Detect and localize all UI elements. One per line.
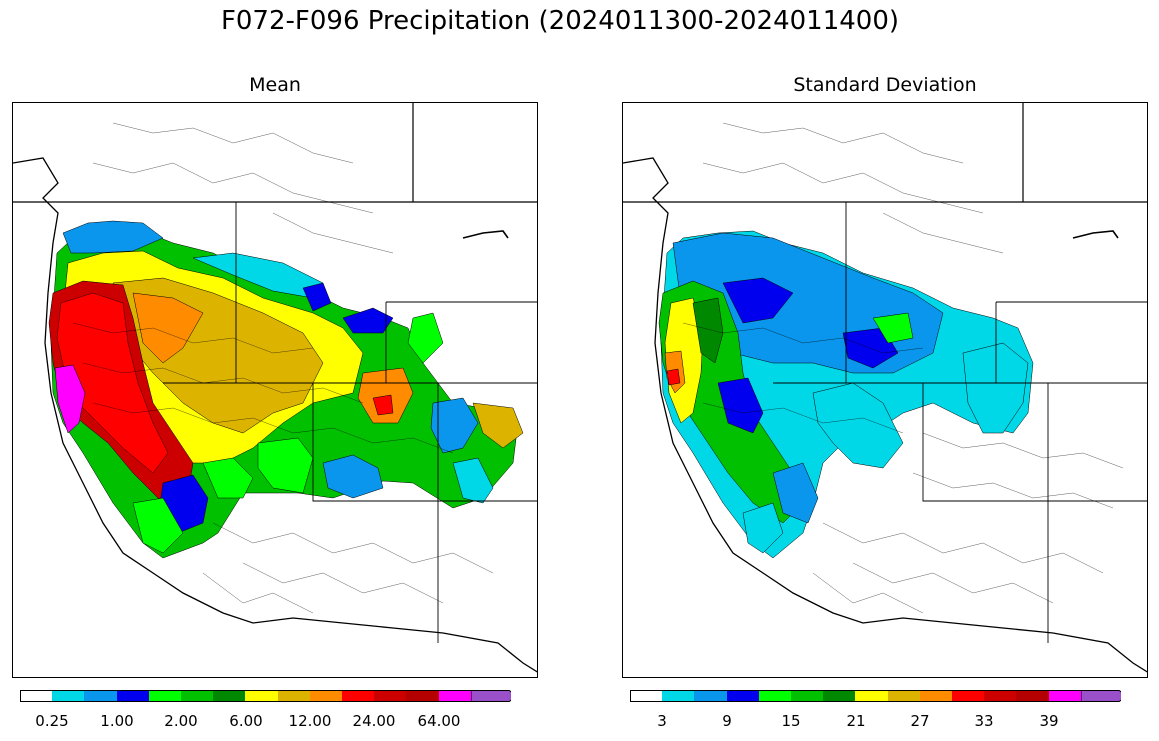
figure-title: F072-F096 Precipitation (2024011300-2024…: [220, 6, 900, 36]
colorbar-segment: [374, 690, 407, 702]
colorbar-segment: [1048, 690, 1082, 702]
colorbar-segment: [84, 690, 118, 702]
mean-colorbar: [20, 690, 530, 702]
stddev-colorbar: [630, 690, 1140, 702]
colorbar-segment: [726, 690, 760, 702]
colorbar-segment: [116, 690, 150, 702]
colorbar-segment: [823, 690, 856, 702]
stddev-tick-label: 3: [657, 712, 667, 730]
colorbar-segment: [662, 690, 695, 702]
mean-tick-label: 24.00: [352, 712, 396, 730]
mean-tick-label: 2.00: [164, 712, 198, 730]
colorbar-segment: [277, 690, 311, 702]
colorbar-segment: [791, 690, 824, 702]
colorbar-extend-arrow: [1080, 690, 1121, 702]
stddev-tick-label: 9: [722, 712, 732, 730]
colorbar-segment: [919, 690, 953, 702]
stddev-colorbar-ticks: 3 9 15 21 27 33 39: [630, 712, 1140, 732]
stddev-map: [622, 102, 1148, 678]
colorbar-segment: [20, 690, 53, 702]
colorbar-segment: [245, 690, 279, 702]
mean-tick-label: 64.00: [417, 712, 461, 730]
colorbar-segment: [855, 690, 889, 702]
stddev-panel-title: Standard Deviation: [793, 74, 977, 96]
colorbar-segment: [758, 690, 792, 702]
colorbar-segment: [406, 690, 440, 702]
colorbar-segment: [148, 690, 182, 702]
colorbar-segment: [309, 690, 343, 702]
stddev-map-graphic: [623, 103, 1147, 673]
mean-tick-label: 6.00: [229, 712, 263, 730]
colorbar-segment: [181, 690, 214, 702]
mean-panel-title: Mean: [249, 74, 301, 96]
colorbar-segment: [1016, 690, 1050, 702]
mean-tick-label: 0.25: [35, 712, 69, 730]
colorbar-segment: [213, 690, 246, 702]
stddev-tick-label: 27: [910, 712, 930, 730]
colorbar-segment: [694, 690, 728, 702]
stddev-tick-label: 21: [846, 712, 866, 730]
colorbar-segment: [342, 690, 375, 702]
colorbar-extend-arrow: [470, 690, 511, 702]
stddev-tick-label: 39: [1039, 712, 1059, 730]
mean-colorbar-ticks: 0.25 1.00 2.00 6.00 12.00 24.00 64.00: [20, 712, 530, 732]
mean-tick-label: 12.00: [288, 712, 332, 730]
colorbar-segment: [52, 690, 85, 702]
colorbar-segment: [887, 690, 921, 702]
mean-map: [12, 102, 538, 678]
stddev-tick-label: 15: [781, 712, 801, 730]
colorbar-segment: [984, 690, 1017, 702]
colorbar-segment: [952, 690, 985, 702]
stddev-tick-label: 33: [974, 712, 994, 730]
colorbar-segment: [630, 690, 663, 702]
colorbar-segment: [438, 690, 472, 702]
mean-tick-label: 1.00: [100, 712, 134, 730]
mean-map-graphic: [13, 103, 537, 673]
